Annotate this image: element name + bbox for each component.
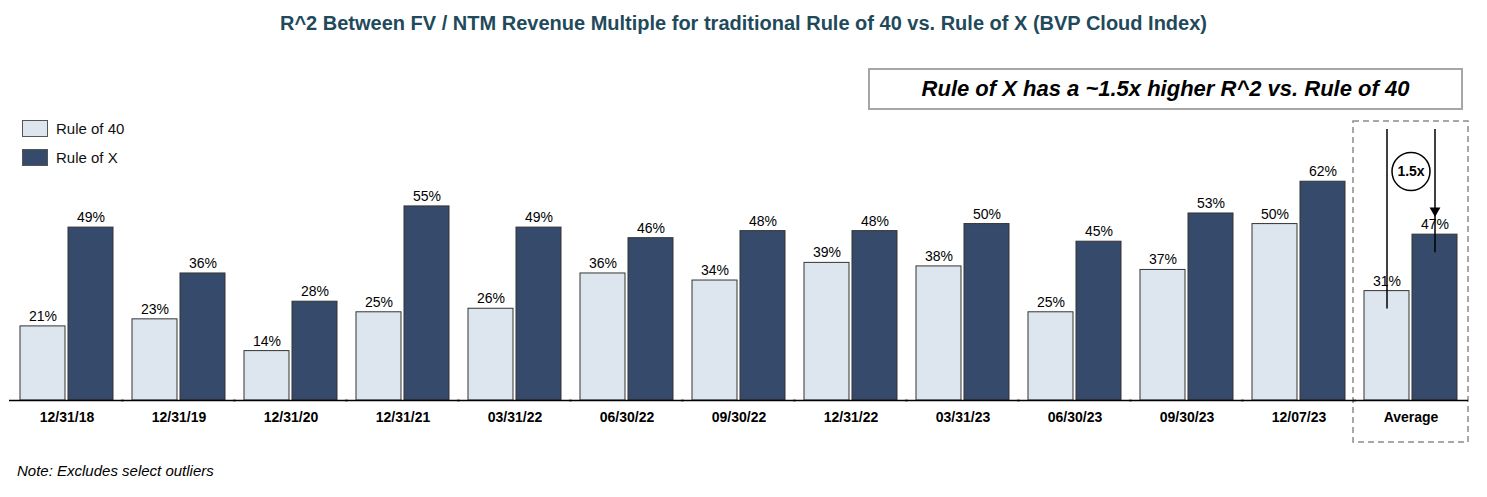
html-text:Rule of X: Rule of X [56,149,118,166]
svg-text:48%: 48% [861,213,889,229]
html-text:Rule of X has a ~1.5x higher R: Rule of X has a ~1.5x higher R^2 vs. Rul… [921,76,1410,101]
svg-text:31%: 31% [1373,272,1401,289]
svg-text:46%: 46% [637,220,665,236]
svg-text:03/31/22: 03/31/22 [488,409,543,425]
html-text:R^2 Between FV / NTM Revenue M: R^2 Between FV / NTM Revenue Multiple fo… [280,12,1207,34]
svg-text:26%: 26% [477,290,505,306]
svg-text:25%: 25% [1037,294,1065,310]
svg-text:36%: 36% [589,255,617,271]
svg-text:37%: 37% [1149,251,1177,267]
svg-text:06/30/22: 06/30/22 [600,409,655,425]
svg-text:55%: 55% [413,188,441,204]
svg-text:50%: 50% [1261,206,1289,222]
svg-text:12/31/19: 12/31/19 [152,409,207,425]
svg-text:28%: 28% [301,283,329,299]
svg-text:09/30/22: 09/30/22 [712,409,767,425]
svg-text:06/30/23: 06/30/23 [1048,409,1103,425]
svg-text:12/31/22: 12/31/22 [824,409,879,425]
svg-text:25%: 25% [365,294,393,310]
svg-text:12/31/18: 12/31/18 [40,409,95,425]
svg-text:09/30/23: 09/30/23 [1160,409,1215,425]
svg-text:49%: 49% [77,209,105,225]
svg-text:49%: 49% [525,209,553,225]
svg-text:23%: 23% [141,301,169,317]
svg-text:48%: 48% [749,213,777,229]
svg-text:45%: 45% [1085,223,1113,239]
svg-text:47%: 47% [1421,216,1449,233]
svg-text:50%: 50% [973,206,1001,222]
svg-text:12/31/20: 12/31/20 [264,409,319,425]
svg-text:12/07/23: 12/07/23 [1272,409,1327,425]
svg-text:03/31/23: 03/31/23 [936,409,991,425]
svg-text:53%: 53% [1197,195,1225,211]
html-text:Note: Excludes select outliers: Note: Excludes select outliers [17,462,214,479]
svg-text:12/31/21: 12/31/21 [376,409,431,425]
svg-text:39%: 39% [813,244,841,260]
svg-text:62%: 62% [1309,163,1337,179]
html-text:Rule of 40: Rule of 40 [56,120,125,137]
svg-text:36%: 36% [189,255,217,271]
svg-text:14%: 14% [253,333,281,349]
svg-text:21%: 21% [29,308,57,324]
svg-text:Average: Average [1384,409,1439,425]
svg-text:34%: 34% [701,262,729,278]
svg-text:1.5x: 1.5x [1397,163,1424,179]
svg-text:38%: 38% [925,248,953,264]
